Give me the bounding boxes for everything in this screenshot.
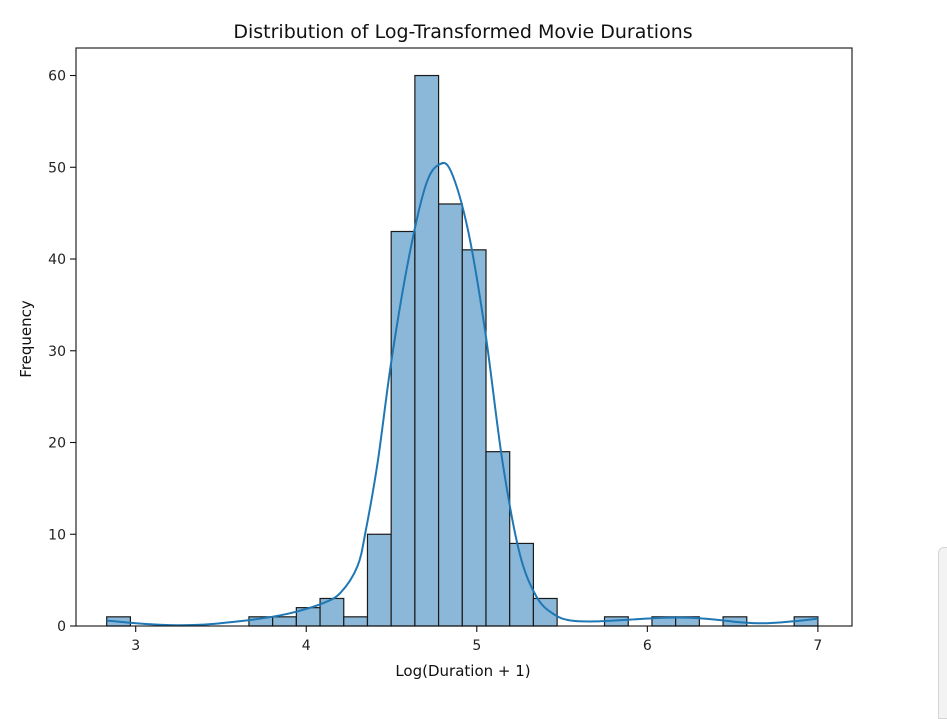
y-axis: 0 10 20 30 40 50 60 bbox=[48, 69, 76, 635]
x-tick-label: 4 bbox=[302, 638, 311, 654]
histogram-bar bbox=[414, 74, 440, 627]
x-tick-label: 7 bbox=[813, 638, 822, 654]
y-tick-label: 20 bbox=[48, 436, 66, 452]
histogram-bar bbox=[532, 597, 558, 627]
y-tick-label: 60 bbox=[48, 69, 66, 85]
x-tick-label: 6 bbox=[643, 638, 652, 654]
x-axis-label: Log(Duration + 1) bbox=[395, 662, 530, 680]
histogram-bars bbox=[106, 74, 819, 627]
y-tick-label: 50 bbox=[48, 160, 66, 176]
side-panel-edge bbox=[938, 547, 947, 719]
histogram-bar bbox=[461, 249, 487, 627]
y-tick-label: 30 bbox=[48, 344, 66, 360]
plot-frame bbox=[75, 47, 853, 627]
histogram-bar bbox=[437, 203, 463, 627]
histogram-bar bbox=[272, 616, 297, 627]
y-tick-label: 0 bbox=[57, 619, 66, 635]
histogram-bar bbox=[485, 451, 511, 627]
histogram-bar bbox=[366, 533, 392, 627]
y-tick-label: 40 bbox=[48, 252, 66, 268]
y-tick-label: 10 bbox=[48, 527, 66, 543]
histogram-bar bbox=[343, 616, 369, 627]
y-axis-label: Frequency bbox=[17, 300, 35, 378]
x-tick-label: 3 bbox=[131, 638, 140, 654]
kde-curve bbox=[106, 161, 818, 627]
chart-title: Distribution of Log-Transformed Movie Du… bbox=[233, 21, 692, 43]
x-tick-label: 5 bbox=[472, 638, 481, 654]
x-axis: 3 4 5 6 7 bbox=[131, 626, 822, 654]
